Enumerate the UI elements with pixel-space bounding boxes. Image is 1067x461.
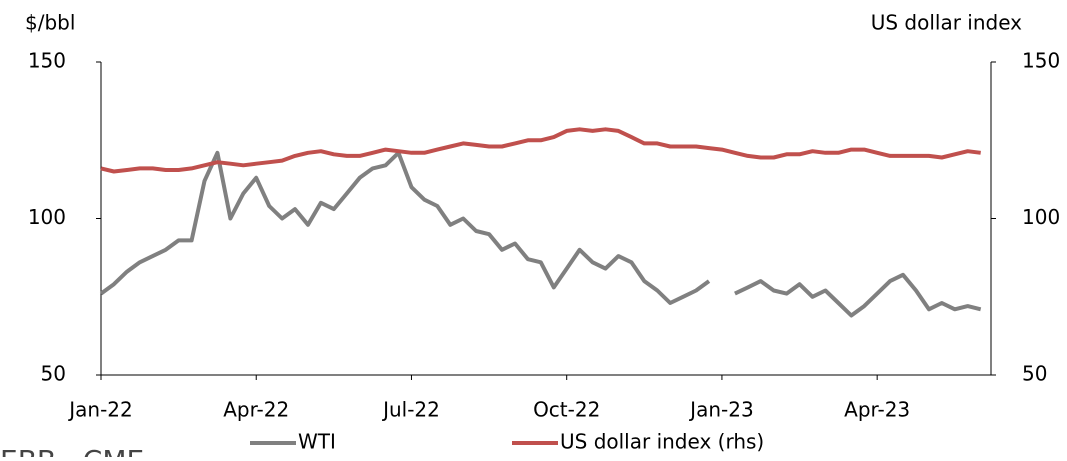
legend-label: WTI bbox=[298, 430, 336, 454]
y-tick-label: 50 bbox=[41, 362, 66, 386]
series-line bbox=[100, 127, 981, 174]
y2-tick-label: 150 bbox=[1022, 49, 1060, 73]
series-line bbox=[99, 150, 982, 318]
x-tick-label: Apr-22 bbox=[223, 398, 289, 422]
y2-axis-label: US dollar index bbox=[871, 11, 1022, 35]
y-tick-label: 150 bbox=[28, 49, 66, 73]
x-tick-label: Jan-22 bbox=[67, 398, 133, 422]
y2-tick-label: 50 bbox=[1022, 362, 1047, 386]
y-tick-label: 100 bbox=[28, 205, 66, 229]
x-tick-label: Apr-23 bbox=[844, 398, 910, 422]
legend-label: US dollar index (rhs) bbox=[560, 430, 764, 454]
x-tick-label: Jan-23 bbox=[688, 398, 754, 422]
y2-tick-label: 100 bbox=[1022, 205, 1060, 229]
source: EBB , CME bbox=[0, 444, 144, 457]
x-tick-label: Jul-22 bbox=[381, 398, 440, 422]
x-tick-label: Oct-22 bbox=[533, 398, 600, 422]
y-axis-label: $/bbl bbox=[25, 11, 75, 35]
